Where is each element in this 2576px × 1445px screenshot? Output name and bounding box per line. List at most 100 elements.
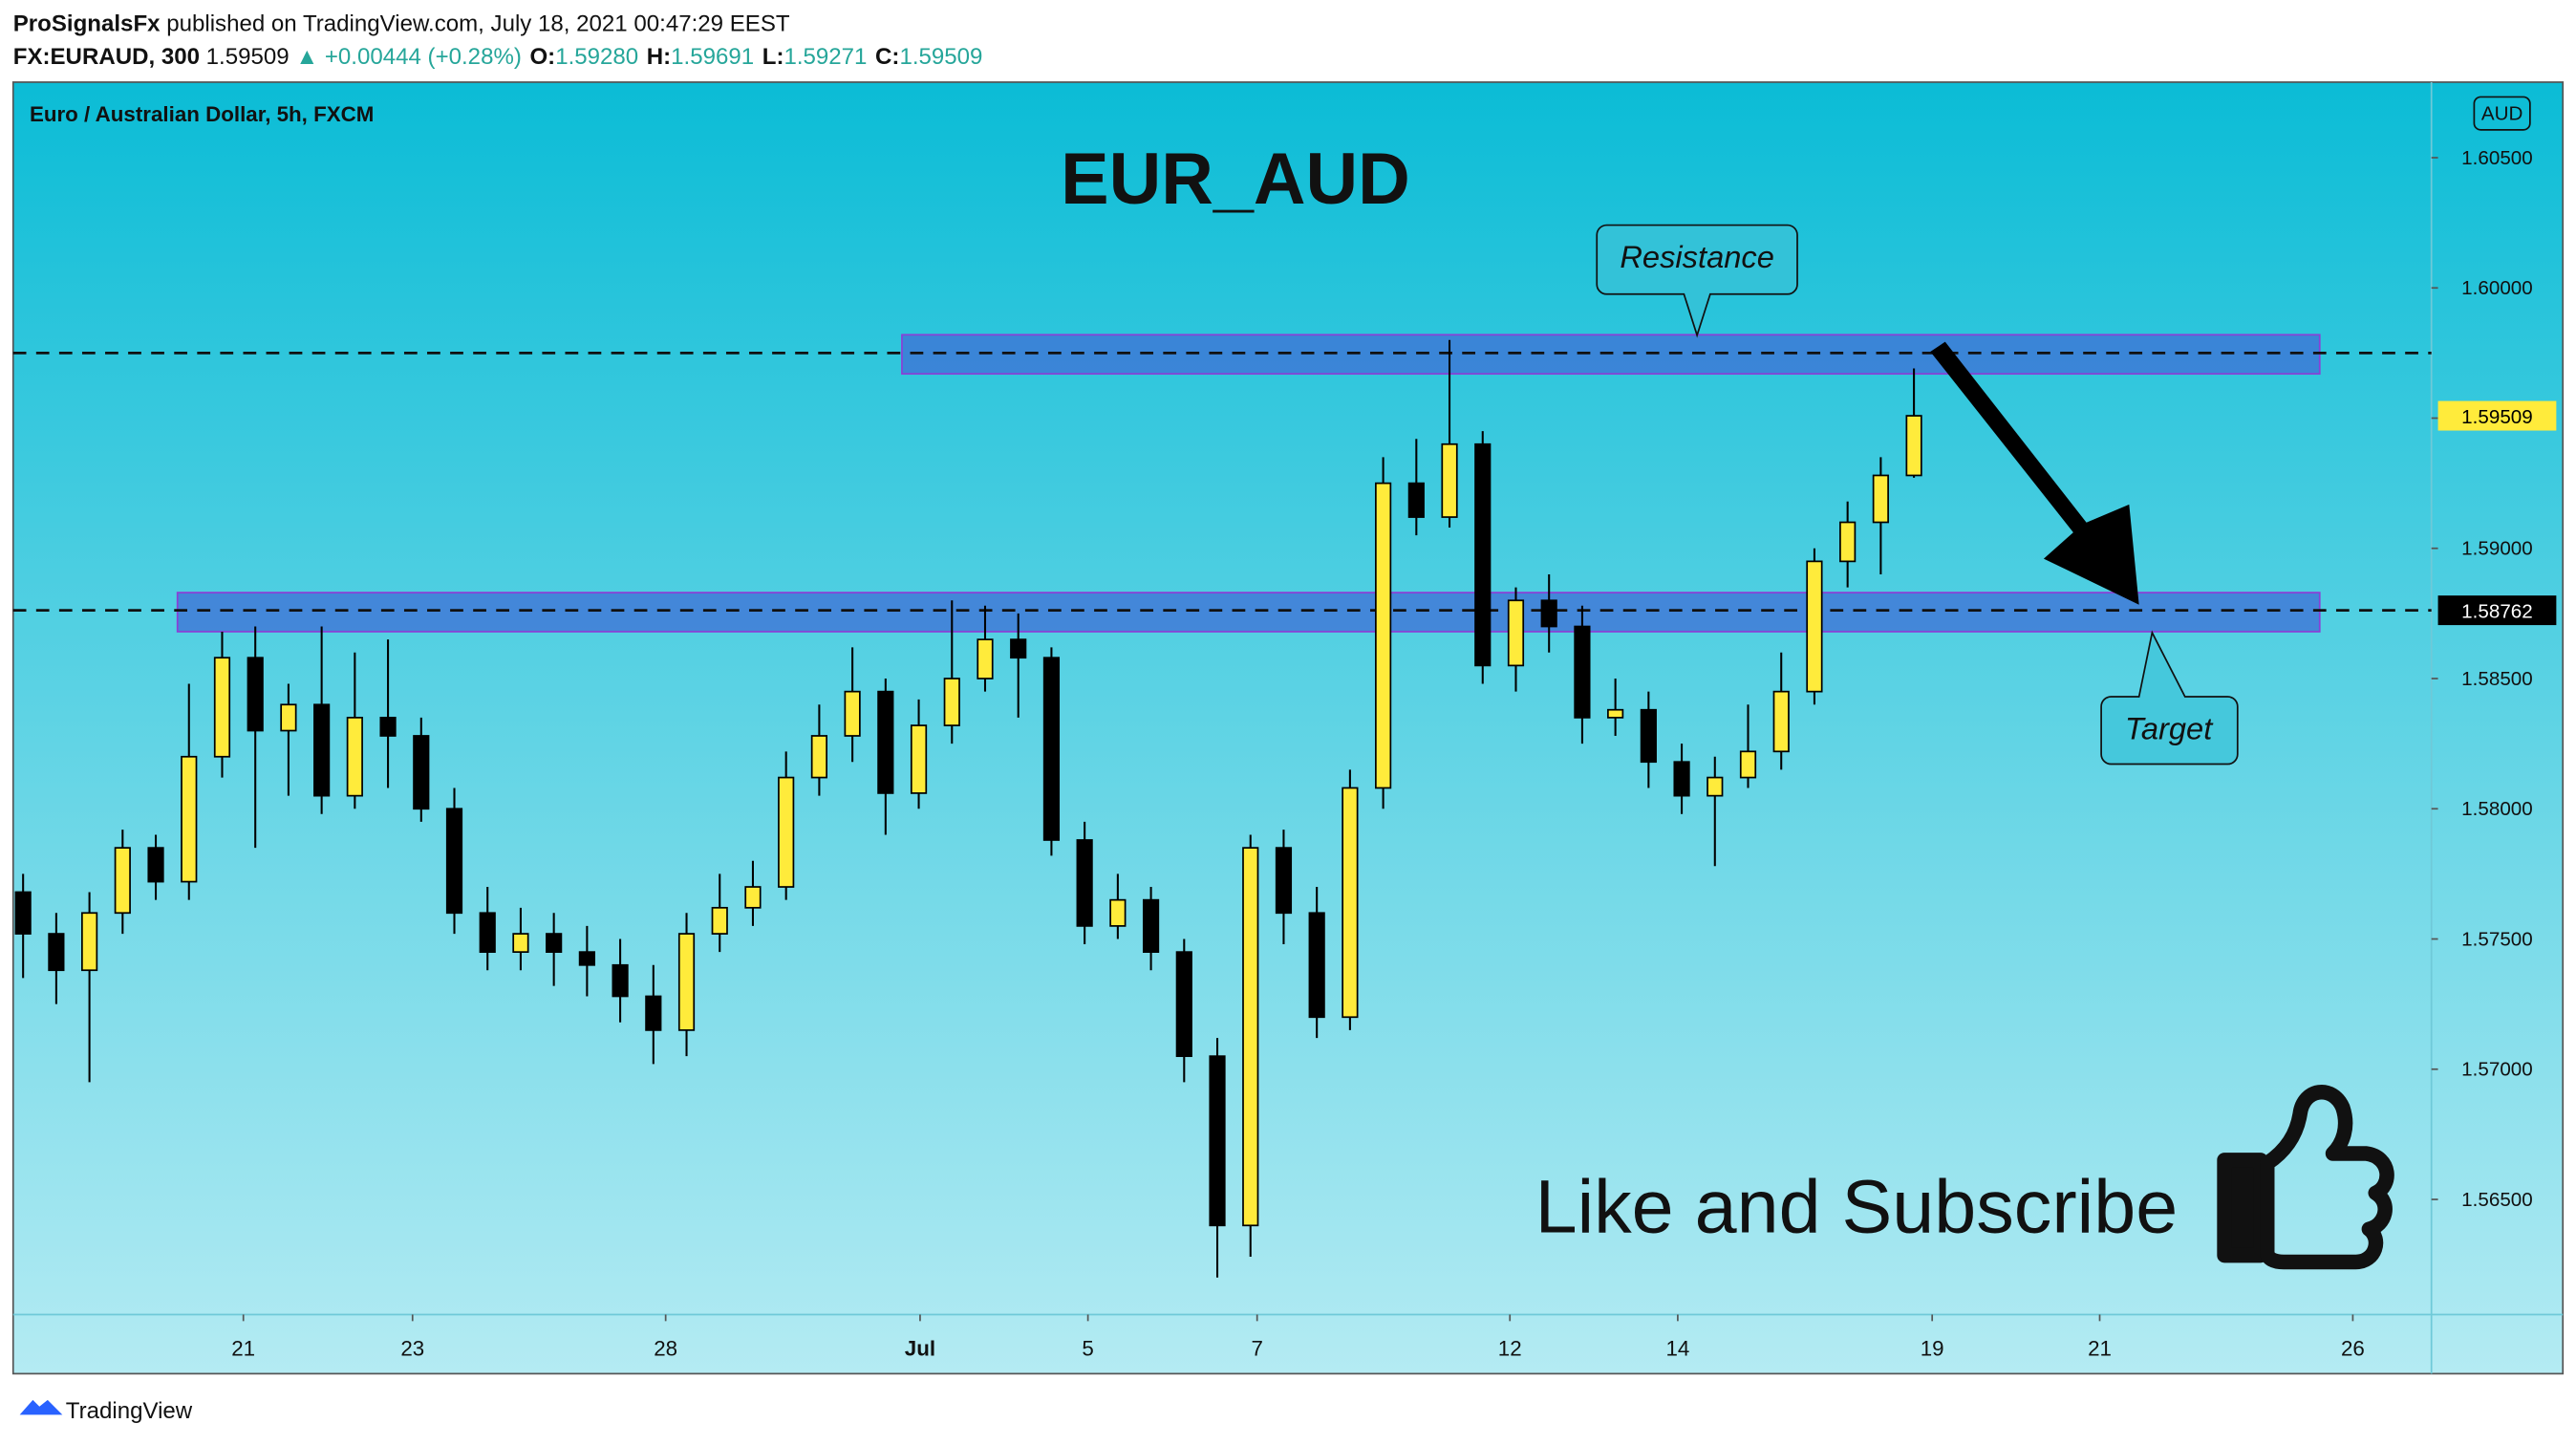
y-tick-label: 1.58000 — [2461, 798, 2533, 820]
candle-body — [247, 657, 264, 732]
price-tag — [2437, 595, 2557, 626]
currency: AUD — [2481, 103, 2523, 125]
x-tick-label: 23 — [400, 1336, 424, 1360]
candle-body — [1175, 951, 1192, 1058]
candle-body — [213, 657, 231, 758]
candle-body — [1540, 599, 1557, 628]
footer-brand: TradingView — [66, 1398, 193, 1424]
candle-body — [1375, 482, 1392, 789]
y-tick-label: 1.60500 — [2461, 147, 2533, 169]
candle-body — [313, 703, 331, 797]
price-tag-label: 1.58762 — [2461, 600, 2533, 622]
candle-body — [1342, 787, 1359, 1019]
candle-body — [1839, 521, 1857, 563]
x-tick-label: 19 — [1921, 1336, 1944, 1360]
candle-body — [1574, 625, 1591, 719]
candle-body — [1109, 898, 1127, 927]
change: ▲ +0.00444 (+0.28%) — [295, 44, 522, 70]
candle-body — [1407, 482, 1425, 518]
target-label: Target — [2125, 711, 2214, 746]
price-tag-label: 1.59509 — [2461, 406, 2533, 428]
candle-body — [1872, 474, 1889, 524]
ohlc-label: O: — [529, 44, 555, 70]
publisher: ProSignalsFx — [13, 11, 161, 37]
y-tick-label: 1.59000 — [2461, 538, 2533, 560]
x-tick-label: 28 — [654, 1336, 677, 1360]
zone — [176, 592, 2321, 633]
candle-body — [1275, 847, 1293, 915]
candle-body — [512, 933, 529, 954]
candle-body — [744, 886, 762, 909]
arrow — [1930, 341, 2139, 605]
ohlc-value: 1.59691 — [671, 44, 754, 70]
resistance-label: Resistance — [1620, 239, 1774, 274]
ohlc-label: L: — [762, 44, 784, 70]
candle-body — [612, 963, 629, 998]
candle-body — [1010, 638, 1027, 659]
candle-body — [1707, 776, 1724, 797]
candle-body — [14, 891, 32, 935]
candle-body — [1640, 708, 1657, 764]
candle-body — [1308, 912, 1325, 1019]
candle-body — [445, 808, 463, 915]
candle-body — [1242, 847, 1259, 1227]
candle-body — [1209, 1055, 1226, 1227]
x-tick-label: 21 — [2088, 1336, 2112, 1360]
candle-body — [810, 735, 827, 779]
candle-body — [1905, 415, 1922, 477]
candle-body — [711, 906, 728, 935]
candle-body — [479, 912, 496, 954]
candles — [14, 339, 1922, 1278]
candle-body — [877, 690, 894, 794]
candle-body — [645, 995, 662, 1031]
ohlc-label: H: — [647, 44, 671, 70]
header-line-1: ProSignalsFx published on TradingView.co… — [13, 11, 790, 37]
y-tick-label: 1.60000 — [2461, 277, 2533, 299]
candle-body — [379, 717, 397, 737]
candle-body — [1142, 898, 1160, 954]
x-tick-label: 26 — [2341, 1336, 2365, 1360]
zones — [12, 334, 2432, 633]
candle-body — [677, 933, 696, 1031]
y-tick-label: 1.57500 — [2461, 928, 2533, 950]
candle-body — [1607, 708, 1624, 719]
candle-body — [578, 951, 595, 966]
candle-body — [778, 776, 795, 888]
call-to-action: Like and Subscribe — [1535, 1164, 2179, 1249]
y-tick-label: 1.56500 — [2461, 1189, 2533, 1211]
candle-body — [1474, 442, 1492, 667]
candle-body — [1806, 560, 1823, 693]
currency-box — [2473, 96, 2531, 131]
thumbs-up-icon — [2217, 1085, 2394, 1270]
target-callout — [2100, 630, 2239, 766]
candle-body — [977, 638, 994, 679]
candle-body — [943, 678, 960, 726]
candle-body — [1739, 750, 1757, 779]
y-tick-label: 1.57000 — [2461, 1059, 2533, 1081]
x-tick-label: 5 — [1082, 1336, 1093, 1360]
x-tick-label: 12 — [1498, 1336, 1522, 1360]
candle-body — [81, 912, 98, 972]
ohlc-label: C: — [875, 44, 899, 70]
logo — [19, 1399, 63, 1415]
ohlc-value: 1.59280 — [555, 44, 638, 70]
symbol: FX:EURAUD, 300 — [13, 44, 200, 70]
candle-body — [114, 847, 131, 915]
header-line-2: FX:EURAUD, 300 1.59509 ▲ +0.00444 (+0.28… — [13, 44, 983, 70]
candle-body — [1772, 690, 1790, 753]
candle-body — [346, 717, 363, 797]
ohlc-value: 1.59271 — [784, 44, 867, 70]
candle-body — [413, 735, 430, 810]
candle-body — [1673, 761, 1690, 797]
candle-body — [910, 724, 928, 794]
x-tick-label: Jul — [905, 1336, 935, 1360]
candle-body — [280, 703, 297, 732]
y-tick-label: 1.58500 — [2461, 668, 2533, 690]
candle-body — [844, 690, 861, 737]
x-tick-label: 21 — [231, 1336, 255, 1360]
price-tag — [2437, 400, 2557, 431]
resistance-callout — [1596, 224, 1798, 338]
x-tick-label: 14 — [1665, 1336, 1689, 1360]
candle-body — [181, 755, 198, 883]
